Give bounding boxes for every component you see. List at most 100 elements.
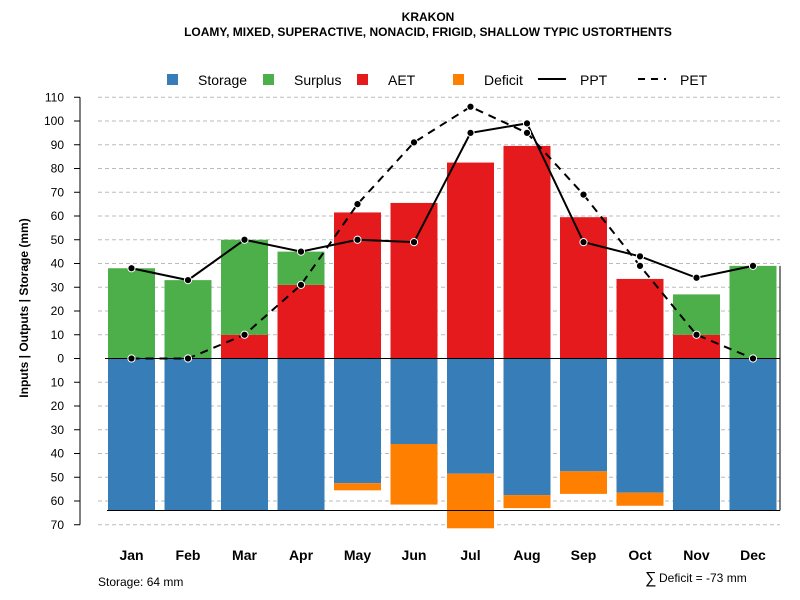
chart-subtitle: LOAMY, MIXED, SUPERACTIVE, NONACID, FRIG…: [184, 25, 672, 39]
pet-point: [409, 138, 419, 147]
x-tick-label: Jul: [460, 547, 480, 563]
aet-bar: [277, 284, 325, 359]
ppt-point: [522, 119, 532, 128]
legend-label-pet: PET: [680, 72, 708, 88]
surplus-bar: [729, 265, 777, 359]
gridlines: [98, 96, 780, 526]
storage-bar: [108, 358, 155, 511]
ppt-point: [466, 128, 475, 137]
y-tick-label: 30: [51, 280, 65, 294]
y-tick-label: 70: [51, 185, 65, 199]
aet-bar: [503, 145, 551, 359]
surplus-bar: [221, 239, 268, 335]
pet-line: [131, 105, 754, 360]
x-tick-label: Dec: [740, 547, 766, 563]
pet-point: [635, 261, 645, 270]
aet-bar: [447, 162, 494, 359]
legend-swatch-deficit: [453, 74, 464, 85]
ppt-point: [409, 238, 419, 247]
ppt-point: [353, 235, 362, 244]
storage-bar: [390, 358, 438, 444]
y-tick-label: 60: [51, 209, 65, 223]
storage-bar: [164, 358, 212, 511]
legend-swatch-aet: [357, 74, 368, 85]
chart-title: KRAKON: [402, 10, 455, 24]
legend: Storage Surplus AET Deficit PPT PET: [167, 72, 708, 88]
y-tick-label: 60: [51, 494, 65, 508]
storage-footnote: Storage: 64 mm: [98, 575, 183, 589]
storage-bar: [277, 358, 325, 511]
pet-point: [183, 354, 193, 363]
ppt-point: [692, 273, 701, 282]
pet-point: [466, 102, 475, 111]
y-tick-label: 20: [51, 304, 65, 318]
legend-label-storage: Storage: [198, 72, 247, 88]
x-tick-label: Mar: [232, 547, 257, 563]
ppt-point: [296, 247, 306, 256]
storage-bar: [447, 358, 494, 474]
x-tick-label: Aug: [513, 547, 540, 563]
y-tick-label: 30: [51, 423, 65, 437]
y-tick-label: 110: [45, 90, 64, 104]
x-tick-label: Apr: [289, 547, 314, 563]
pet-point: [127, 354, 136, 363]
legend-swatch-surplus: [263, 74, 274, 85]
y-tick-label: 10: [51, 328, 65, 342]
deficit-bar: [560, 471, 607, 494]
x-tick-label: May: [344, 547, 371, 563]
pet-point: [296, 280, 306, 289]
ppt-point: [579, 238, 588, 247]
deficit-bar: [390, 444, 438, 505]
y-tick-label: 40: [51, 257, 65, 271]
x-tick-label: Feb: [176, 547, 201, 563]
storage-bar: [334, 358, 381, 484]
deficit-footnote: Deficit = -73 mm: [659, 571, 747, 585]
x-tick-label: Jan: [119, 547, 143, 563]
deficit-bar: [503, 495, 551, 509]
pet-point: [748, 354, 758, 363]
deficit-bar: [616, 492, 664, 506]
ppt-line: [131, 122, 754, 282]
legend-label-ppt: PPT: [580, 72, 608, 88]
y-tick-label: 100: [44, 114, 64, 128]
deficit-sum-symbol: ∑: [645, 570, 656, 587]
legend-swatch-storage: [167, 74, 178, 85]
surplus-bar: [277, 251, 325, 285]
aet-bar: [334, 212, 381, 359]
pet-point: [692, 330, 701, 339]
axes: 110100908070605040302010010203040506070J…: [44, 90, 766, 563]
storage-bar: [673, 358, 720, 511]
deficit-bar: [447, 473, 494, 529]
y-tick-label: 50: [51, 233, 65, 247]
storage-bar: [560, 358, 607, 472]
ppt-point: [240, 235, 249, 244]
y-tick-label: 0: [57, 352, 64, 366]
legend-label-aet: AET: [388, 72, 416, 88]
y-tick-label: 40: [51, 447, 65, 461]
surplus-bar: [164, 280, 212, 359]
ppt-point: [127, 264, 136, 273]
pet-point: [522, 128, 532, 137]
storage-bar: [729, 358, 777, 511]
y-tick-label: 80: [51, 162, 65, 176]
storage-bar: [616, 358, 664, 493]
y-tick-label: 10: [51, 375, 65, 389]
legend-label-deficit: Deficit: [484, 72, 523, 88]
series-lines: [127, 102, 758, 363]
x-tick-label: Jun: [402, 547, 427, 563]
y-tick-label: 50: [51, 470, 65, 484]
ppt-point: [748, 261, 758, 270]
deficit-bar: [334, 483, 381, 491]
aet-bar: [390, 202, 438, 359]
aet-bar: [616, 278, 664, 359]
x-tick-label: Oct: [628, 547, 652, 563]
ppt-point: [183, 276, 193, 285]
legend-label-surplus: Surplus: [294, 72, 341, 88]
y-axis-label: Inputs | Outputs | Storage (mm): [17, 218, 31, 397]
pet-point: [579, 190, 588, 199]
pet-point: [353, 200, 362, 209]
storage-bar: [503, 358, 551, 496]
y-tick-label: 70: [51, 518, 65, 532]
y-tick-label: 20: [51, 399, 65, 413]
